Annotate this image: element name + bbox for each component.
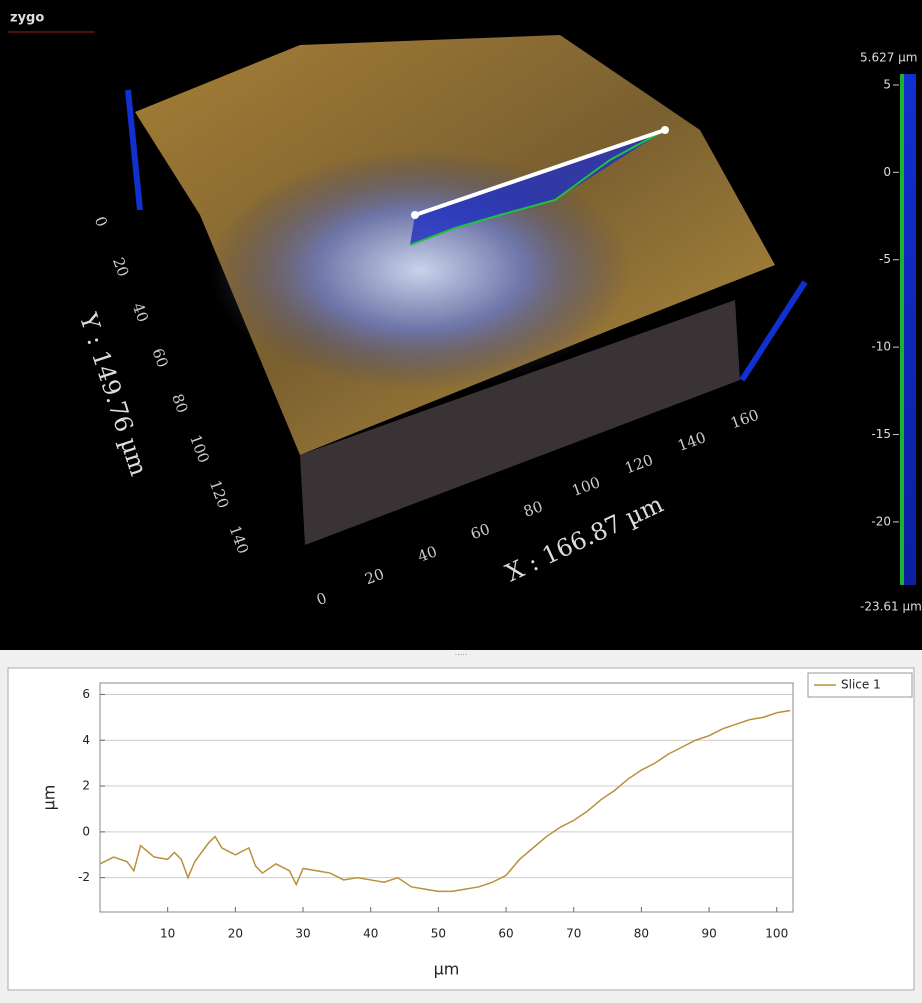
y-tick-label: 2: [82, 779, 90, 793]
x-tick-label: 10: [160, 927, 175, 941]
colorbar-tick-label: 0: [883, 165, 891, 179]
x-tick-label: 20: [228, 927, 243, 941]
colorbar-tick-label: -10: [871, 340, 891, 354]
colorbar-tick-label: 5: [883, 77, 891, 91]
legend-label: Slice 1: [841, 678, 881, 692]
slice-handle[interactable]: [411, 211, 419, 219]
x-tick-label: 90: [701, 927, 716, 941]
colorbar-tick-label: -15: [871, 427, 891, 441]
y-axis-label: µm: [40, 785, 59, 811]
chart-frame: [8, 668, 914, 990]
y-tick-label: 0: [82, 824, 90, 838]
x-tick-label: 40: [363, 927, 378, 941]
x-tick-label: 50: [431, 927, 446, 941]
y-tick-label: -2: [78, 870, 90, 884]
colorbar-max-label: 5.627 µm: [860, 51, 918, 65]
x-tick-label: 100: [765, 927, 788, 941]
x-axis-label: µm: [434, 960, 460, 979]
colorbar-min-label: -23.61 µm: [860, 600, 922, 614]
page: zygo ····· 02040608010012014002040608010…: [0, 0, 922, 1003]
x-tick-label: 60: [498, 927, 513, 941]
logo: zygo: [10, 11, 44, 26]
y-tick-label: 4: [82, 733, 90, 747]
x-tick-label: 70: [566, 927, 581, 941]
colorbar-tick-label: -5: [879, 252, 891, 266]
splitter[interactable]: ·····: [455, 651, 468, 660]
x-tick-label: 30: [295, 927, 310, 941]
colorbar-tick-label: -20: [871, 514, 891, 528]
colorbar-edge: [900, 74, 904, 585]
y-tick-label: 6: [82, 687, 90, 701]
x-tick-label: 80: [634, 927, 649, 941]
viewer-window: zygo ····· 02040608010012014002040608010…: [0, 0, 922, 1003]
slice-handle[interactable]: [661, 126, 669, 134]
